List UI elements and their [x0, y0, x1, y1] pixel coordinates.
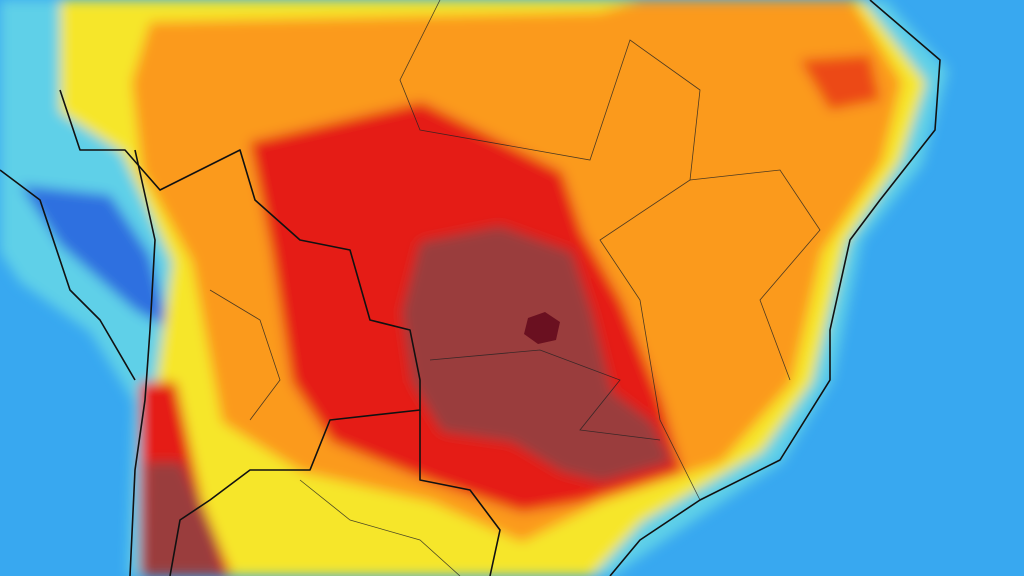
state-border: [299, 479, 461, 576]
hot-spot: [524, 312, 560, 344]
state-border: [429, 349, 661, 441]
country-border: [419, 410, 501, 576]
chile-brown: [142, 462, 224, 576]
country-border: [0, 169, 136, 381]
andes-cold: [20, 185, 170, 330]
country-border: [59, 89, 421, 576]
state-border: [399, 0, 701, 501]
northeast-red: [800, 55, 880, 110]
band-brown: [402, 226, 672, 482]
state-border: [209, 289, 281, 421]
borders: [0, 0, 941, 576]
heat-layers: [0, 0, 948, 576]
state-border: [689, 169, 821, 381]
coastline: [609, 0, 941, 576]
country-border: [129, 149, 156, 576]
